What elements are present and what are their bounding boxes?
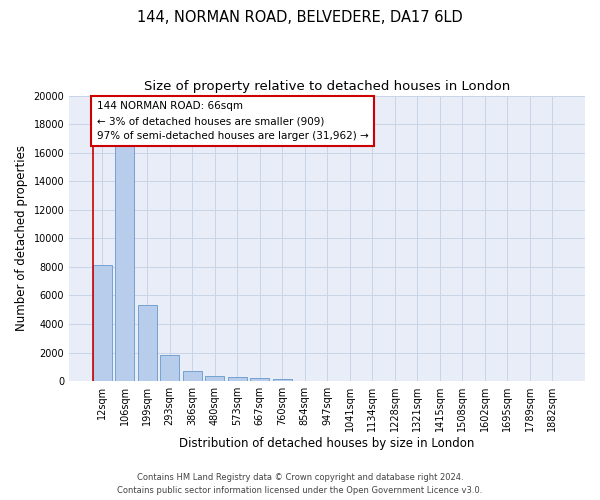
Bar xyxy=(250,378,269,381)
Bar xyxy=(182,371,202,381)
Bar xyxy=(92,266,112,381)
Bar xyxy=(227,377,247,381)
Y-axis label: Number of detached properties: Number of detached properties xyxy=(15,146,28,332)
Bar xyxy=(160,354,179,381)
Bar xyxy=(137,306,157,381)
Text: Contains HM Land Registry data © Crown copyright and database right 2024.
Contai: Contains HM Land Registry data © Crown c… xyxy=(118,474,482,495)
Bar xyxy=(272,378,292,381)
Text: 144 NORMAN ROAD: 66sqm
← 3% of detached houses are smaller (909)
97% of semi-det: 144 NORMAN ROAD: 66sqm ← 3% of detached … xyxy=(97,102,368,141)
Text: 144, NORMAN ROAD, BELVEDERE, DA17 6LD: 144, NORMAN ROAD, BELVEDERE, DA17 6LD xyxy=(137,10,463,25)
X-axis label: Distribution of detached houses by size in London: Distribution of detached houses by size … xyxy=(179,437,475,450)
Title: Size of property relative to detached houses in London: Size of property relative to detached ho… xyxy=(144,80,510,93)
Bar xyxy=(205,376,224,381)
Bar xyxy=(115,146,134,381)
